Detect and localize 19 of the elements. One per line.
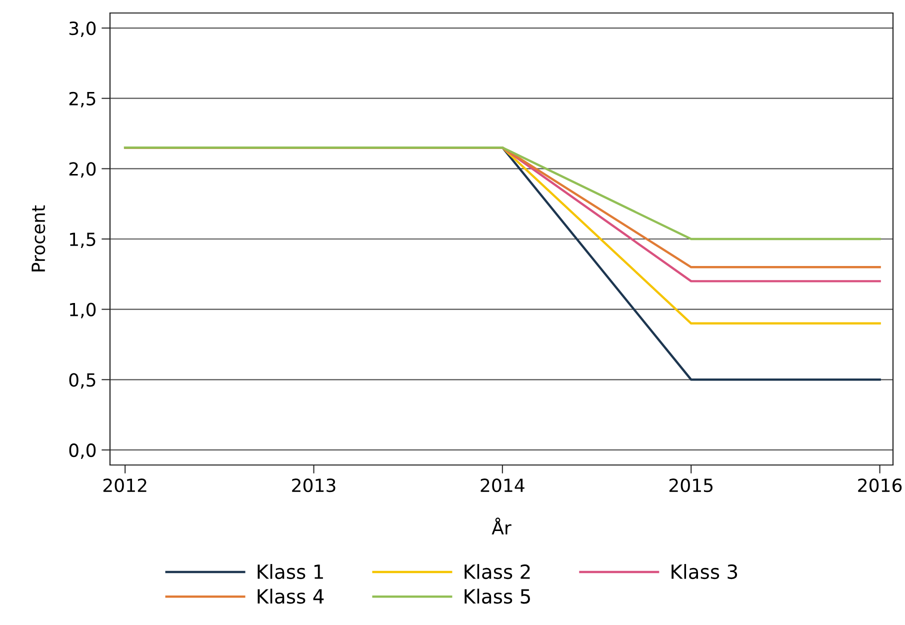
y-tick-label: 0,5 xyxy=(69,373,96,389)
legend-label: Klass 2 xyxy=(464,564,530,580)
legend-label: Klass 4 xyxy=(258,588,324,604)
y-tick-label: 3,0 xyxy=(69,22,96,38)
legend-label: Klass 3 xyxy=(672,564,738,580)
y-tick-label: 2,0 xyxy=(69,162,96,178)
x-axis-title: År xyxy=(492,518,512,534)
x-tick-label: 2016 xyxy=(858,478,902,492)
x-tick-label: 2014 xyxy=(480,478,524,492)
y-tick-label: 1,5 xyxy=(70,232,96,248)
x-tick-label: 2015 xyxy=(669,478,713,492)
y-tick-label: 2,5 xyxy=(69,92,96,108)
y-axis-title: Procent xyxy=(32,205,46,272)
y-tick-label: 0,0 xyxy=(69,443,96,459)
x-tick-label: 2013 xyxy=(292,478,336,492)
x-tick-label: 2012 xyxy=(103,478,146,492)
legend-label: Klass 1 xyxy=(258,564,323,580)
legend-label: Klass 5 xyxy=(464,588,530,604)
y-tick-label: 1,0 xyxy=(70,302,96,318)
